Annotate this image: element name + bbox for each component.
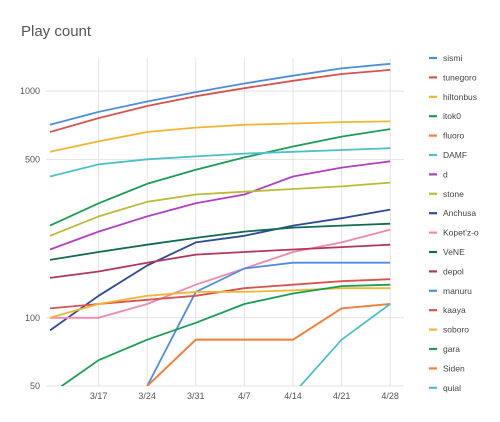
x-tick-label: 3/31 [187,391,205,401]
legend-label: tunegoro [443,72,477,82]
series-line-d [49,160,391,251]
x-tick-label: 3/24 [138,391,156,401]
x-tick-label: 4/14 [284,391,302,401]
series-line-depol [49,243,391,279]
series-line-damf [49,147,391,178]
series-line-tunegoro [49,69,391,133]
series-line-gara [60,283,391,386]
series-line-anchusa [49,208,391,332]
legend-label: kaaya [443,305,466,315]
legend-label: stone [443,189,464,199]
series-line-kopet-z-o [50,228,391,319]
legend-label: manuru [443,286,472,296]
legend-label: Kopet'z-o [443,228,479,238]
legend-label: Anchusa [443,208,476,218]
legend-label: gara [443,344,460,354]
legend: sismi tunegoro hiltonbus itok0 fluoro DAMF d st… [429,53,479,393]
legend-label: DAMF [443,150,467,160]
legend-label: hiltonbus [443,92,477,102]
series-line-sismi [49,62,391,126]
series-line-itok0 [49,128,391,227]
series-line-hiltonbus [49,120,391,153]
legend-label: quial [443,383,461,393]
legend-label: VeNE [443,247,465,257]
x-tick-label: 4/28 [381,391,399,401]
legend-label: Siden [443,363,465,373]
series-line-quial [299,303,391,386]
x-tick-label: 4/21 [333,391,351,401]
y-tick-label: 50 [30,381,40,391]
legend-label: soboro [443,325,469,335]
y-tick-label: 500 [25,154,40,164]
x-tick-label: 4/7 [238,391,251,401]
y-axis-ticks: 50 100 500 1000 [20,86,40,391]
legend-label: sismi [443,53,462,63]
legend-label: d [443,169,448,179]
y-tick-label: 100 [25,313,40,323]
legend-label: depol [443,266,464,276]
series-line-vene [49,222,391,261]
legend-label: itok0 [443,111,461,121]
series-line-manuru [146,261,391,386]
series-line-siden [146,303,391,386]
x-tick-label: 3/17 [90,391,108,401]
series-lines [49,62,391,386]
grid [46,58,404,387]
x-axis-ticks: 3/17 3/24 3/31 4/7 4/14 4/21 4/28 [90,391,399,401]
y-tick-label: 1000 [20,86,40,96]
chart-title: Play count [21,23,92,40]
legend-label: fluoro [443,131,465,141]
series-line-stone [49,181,391,237]
series-line-soboro [49,287,391,319]
